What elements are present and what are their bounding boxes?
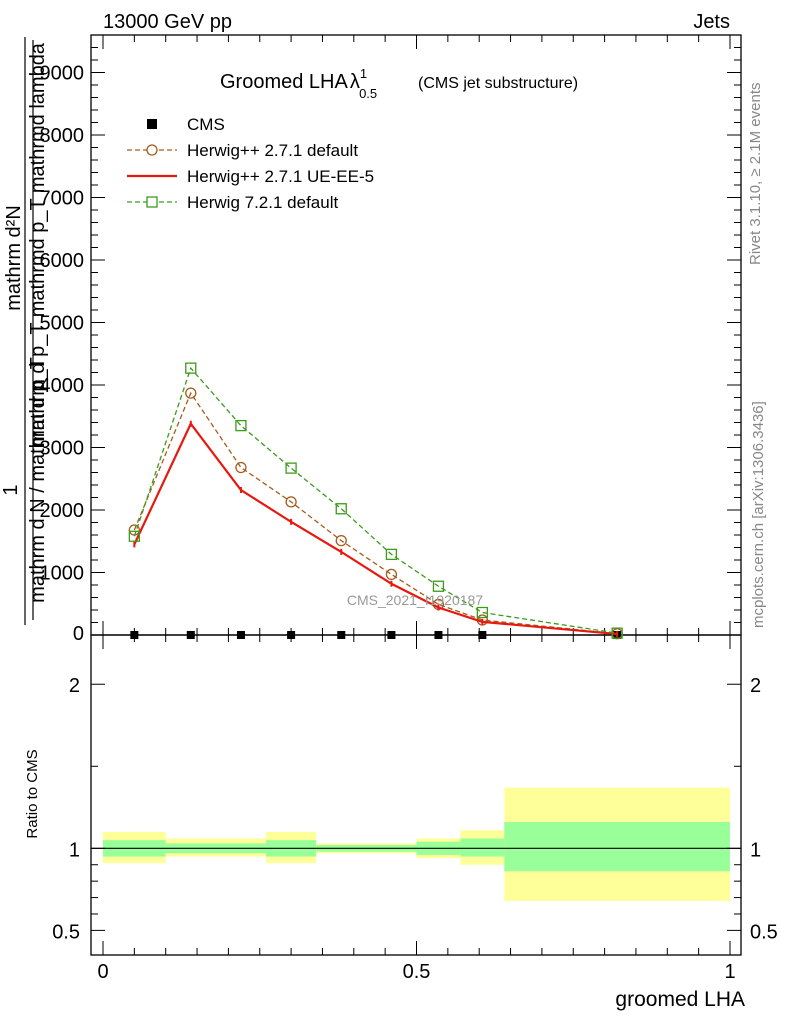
x-tick-label: 0 bbox=[97, 961, 108, 983]
series-marker-circle bbox=[385, 568, 398, 581]
chart-title-symbol: λ bbox=[350, 71, 360, 93]
series-line-3 bbox=[133, 366, 618, 634]
analysis-watermark: CMS_2021_I1920187 bbox=[347, 592, 483, 608]
cms-data-point bbox=[130, 631, 139, 639]
ratio-y-tick-label-right: 0.5 bbox=[750, 921, 778, 943]
series-layer bbox=[128, 362, 623, 640]
legend-label-1: Herwig++ 2.7.1 default bbox=[187, 141, 358, 160]
y-tick-label-zero: 0 bbox=[73, 623, 84, 645]
y-tick-label: 8000 bbox=[40, 125, 85, 147]
cms-data-point bbox=[236, 631, 245, 639]
ratio-stat-band-6 bbox=[504, 822, 730, 872]
ratio-bands-layer bbox=[91, 787, 741, 901]
ylabel-prefix: 1 bbox=[0, 484, 22, 495]
ratio-y-tick-label-right: 2 bbox=[750, 675, 761, 697]
cms-data-point bbox=[387, 631, 396, 639]
y-tick-label: 5000 bbox=[40, 313, 85, 335]
legend-swatch-0 bbox=[147, 119, 157, 129]
ratio-xlabel: groomed LHA bbox=[615, 988, 745, 1011]
series-marker-circle bbox=[285, 496, 297, 508]
y-tick-label: 7000 bbox=[40, 188, 85, 210]
series-marker-square bbox=[432, 580, 445, 592]
chart-title-superscript: 1 bbox=[360, 66, 367, 81]
series-marker-square bbox=[285, 462, 297, 474]
axes-layer: 1000 2000 3000 4000 5000 6000 7000 8000 9000 0 0 0.… bbox=[40, 34, 778, 983]
cms-data-point bbox=[287, 631, 296, 639]
legend-label-3: Herwig 7.2.1 default bbox=[187, 193, 338, 212]
ylabel-numerator-top: mathrm d²N bbox=[3, 205, 25, 311]
y-tick-label: 2000 bbox=[40, 500, 85, 522]
ratio-stat-band-5 bbox=[460, 838, 505, 857]
chart-title: Groomed LHA λ1 0.5 bbox=[220, 66, 377, 101]
x-tick-label: 1 bbox=[724, 961, 735, 983]
y-tick-label: 4000 bbox=[40, 375, 85, 397]
ratio-y-tick-label-right: 1 bbox=[750, 839, 761, 861]
legend-label-2: Herwig++ 2.7.1 UE-EE-5 bbox=[187, 167, 374, 186]
ylabel-denominator: mathrm d N / mathrm d p_T bbox=[27, 357, 49, 603]
chart-title-subscript: 0.5 bbox=[359, 86, 377, 101]
mcplots-label: mcplots.cern.ch [arXiv:1306.3436] bbox=[750, 401, 767, 628]
ratio-y-tick-label: 2 bbox=[69, 675, 80, 697]
series-marker-square bbox=[235, 419, 247, 432]
series-marker-square bbox=[476, 606, 488, 619]
cms-data-point bbox=[186, 631, 195, 639]
y-tick-label: 6000 bbox=[40, 250, 85, 272]
legend-marker-3 bbox=[146, 196, 158, 208]
cms-data-point bbox=[478, 631, 487, 639]
ratio-y-tick-label: 1 bbox=[69, 839, 80, 861]
legend: CMS Herwig++ 2.7.1 default Herwig++ 2.7.1 … bbox=[127, 115, 374, 212]
chart-subtitle: (CMS jet substructure) bbox=[418, 75, 578, 92]
legend-label-0: CMS bbox=[187, 115, 225, 134]
series-marker-circle bbox=[335, 534, 347, 547]
series-marker-square bbox=[185, 362, 197, 374]
series-marker-circle bbox=[235, 461, 247, 474]
x-tick-label: 0.5 bbox=[403, 961, 431, 983]
series-marker-square bbox=[611, 627, 623, 639]
series-marker-square bbox=[128, 530, 141, 542]
ratio-y-tick-label: 0.5 bbox=[52, 921, 80, 943]
category-label: Jets bbox=[693, 11, 730, 33]
cms-data-point bbox=[337, 631, 346, 639]
series-marker-square bbox=[335, 503, 347, 515]
y-tick-label: 1000 bbox=[40, 563, 85, 585]
y-tick-label: 9000 bbox=[40, 63, 85, 85]
series-marker-circle bbox=[185, 387, 197, 399]
series-marker-square bbox=[385, 548, 398, 561]
series-line-1 bbox=[133, 391, 618, 635]
cms-data-point bbox=[434, 631, 443, 639]
ratio-ylabel: Ratio to CMS bbox=[24, 749, 41, 838]
rivet-label: Rivet 3.1.10, ≥ 2.1M events bbox=[747, 83, 764, 266]
y-tick-label: 3000 bbox=[40, 438, 85, 460]
legend-marker-1 bbox=[146, 144, 158, 156]
chart-title-text: Groomed LHA bbox=[220, 71, 348, 93]
energy-label: 13000 GeV pp bbox=[103, 11, 232, 33]
